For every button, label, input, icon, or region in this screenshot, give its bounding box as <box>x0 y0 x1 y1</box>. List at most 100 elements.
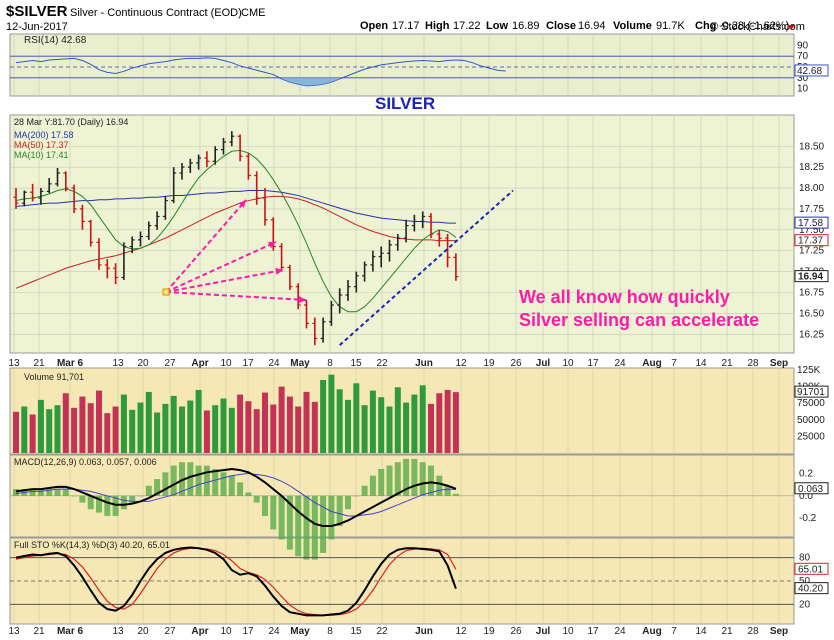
volume-chart: 250005000075000100K125KVolume 91,7019170… <box>13 365 829 453</box>
macd-hist-bar <box>262 495 268 516</box>
macd-hist-bar <box>411 458 418 496</box>
volume-last-box <box>794 385 829 398</box>
macd-label: MACD(12,26,9) 0.063, 0.057, 0.006 <box>14 457 157 467</box>
volume-bar <box>245 401 252 453</box>
close-label: Close <box>546 20 576 32</box>
volume-bar <box>195 389 202 453</box>
macd-hist-bar <box>220 472 227 496</box>
macd-hist-bar <box>46 489 53 496</box>
macd-hist-bar <box>237 482 244 496</box>
volume-bar <box>336 389 343 453</box>
volume-bar <box>21 406 28 453</box>
volume-bar <box>96 390 102 453</box>
volume-ytick: 25000 <box>797 431 825 442</box>
macd-hist-bar <box>170 465 177 496</box>
low-label: Low <box>486 20 508 32</box>
rsi-oversold-fill <box>281 77 340 86</box>
x-axis-label-bottom: Apr <box>191 626 208 637</box>
x-axis-label: 13 <box>8 358 20 369</box>
macd-hist-bar <box>195 465 202 496</box>
x-axis-label-bottom: May <box>290 626 310 637</box>
macd-hist-bar <box>378 468 385 496</box>
volume-bar <box>361 405 368 453</box>
macd-hist-bar <box>444 485 451 496</box>
volume-bar <box>253 409 260 453</box>
rsi-line <box>15 57 506 87</box>
volume-bar <box>29 414 36 453</box>
x-axis-label: 15 <box>350 358 362 369</box>
rsi-last-value: 42.68 <box>797 66 822 77</box>
volume-bar <box>386 406 393 453</box>
x-axis-label: Aug <box>642 358 661 369</box>
volume-bar <box>378 397 385 453</box>
close-value: 16.94 <box>578 20 606 32</box>
ma-legend-MA(200): MA(200) 17.58 <box>14 130 74 140</box>
macd-hist-bar <box>320 495 327 553</box>
chart-date: 12-Jun-2017 <box>6 21 68 33</box>
x-axis-label-bottom: Sep <box>770 626 788 637</box>
macd-hist-bar <box>286 495 293 550</box>
macd-hist-bar <box>361 485 368 496</box>
x-axis-label: 10 <box>220 358 232 369</box>
symbol-description: Silver - Continuous Contract (EOD) <box>70 7 242 19</box>
rsi-label: RSI(14) 42.68 <box>24 35 87 46</box>
macd-hist-bar <box>311 495 318 560</box>
price-last-value: 17.37 <box>798 236 823 247</box>
x-axis-label-bottom: 21 <box>33 626 45 637</box>
rsi-ytick: 30 <box>797 73 809 84</box>
volume-label: Volume <box>613 20 652 32</box>
symbol-title: $SILVER <box>6 3 68 20</box>
volume-bar <box>262 392 268 453</box>
silver-annotation: SILVER <box>375 94 435 113</box>
x-axis-label: 28 <box>747 358 759 369</box>
x-axis-label: 10 <box>562 358 574 369</box>
volume-bar <box>62 393 69 453</box>
rsi-panel <box>9 33 795 97</box>
x-axis-label-bottom: 13 <box>8 626 20 637</box>
volume-bar <box>419 385 426 453</box>
macd-hist-bar <box>270 495 277 530</box>
exchange-label: CME <box>241 7 265 19</box>
x-axis-label-bottom: 10 <box>220 626 232 637</box>
x-axis-label: 21 <box>33 358 45 369</box>
x-axis-label: 13 <box>112 358 124 369</box>
x-axis-label-bottom: 7 <box>671 626 677 637</box>
x-axis-label: Jul <box>536 358 551 369</box>
volume-bar <box>403 402 410 453</box>
x-axis-label-bottom: 8 <box>327 626 333 637</box>
pink-arrow-line <box>165 199 247 293</box>
volume-bar <box>104 413 111 453</box>
volume-value: 91.7K <box>656 20 685 32</box>
macd-hist-bar <box>96 495 102 513</box>
x-axis-label: 24 <box>268 358 280 369</box>
x-axis-label-bottom: Jun <box>415 626 433 637</box>
low-value: 16.89 <box>512 20 540 32</box>
volume-bar <box>212 405 219 453</box>
macd-hist-bar <box>154 479 161 496</box>
x-axis-label-bottom: 14 <box>695 626 707 637</box>
price-ytick: 17.25 <box>799 246 824 257</box>
price-ytick: 17.75 <box>799 204 824 215</box>
x-axis-label-bottom: 27 <box>164 626 176 637</box>
macd-line <box>15 467 457 528</box>
x-axis-label: 14 <box>695 358 707 369</box>
sto-last-box <box>794 582 829 595</box>
macd-hist-bar <box>104 495 111 516</box>
pink-arrow-head <box>238 200 246 208</box>
x-axis-label-bottom: Mar 6 <box>57 626 84 637</box>
open-label: Open <box>360 20 388 32</box>
x-axis-label-bottom: 10 <box>562 626 574 637</box>
rsi-last-box <box>794 64 829 77</box>
price-ytick: 18.00 <box>799 183 824 194</box>
volume-bar <box>411 394 418 453</box>
x-axis-label: Jun <box>415 358 433 369</box>
ma-legend-MA(50): MA(50) 17.37 <box>14 140 69 150</box>
x-axis-label-bottom: Aug <box>642 626 661 637</box>
volume-bar <box>311 401 318 453</box>
volume-bar <box>369 390 376 453</box>
macd-hist-bar <box>278 495 285 540</box>
x-axis-label: 24 <box>614 358 626 369</box>
volume-ytick: 75000 <box>797 398 825 409</box>
macd-hist-bar <box>386 465 393 496</box>
sto-ytick: 50 <box>799 576 811 587</box>
